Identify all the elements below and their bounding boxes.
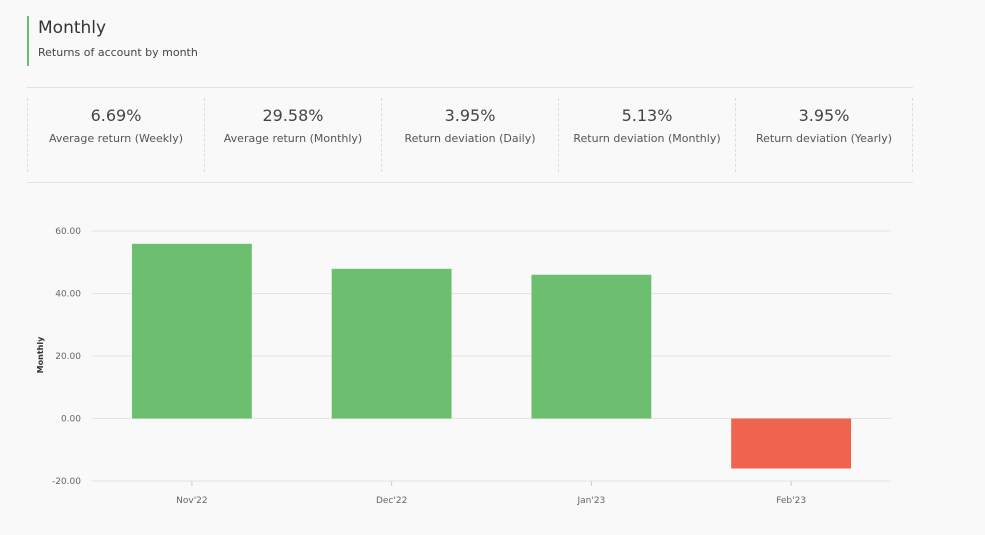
stat-avg-weekly: 6.69% Average return (Weekly) [27, 98, 204, 172]
page-subtitle: Returns of account by month [38, 46, 198, 59]
stat-label: Average return (Monthly) [223, 132, 363, 145]
stat-value: 29.58% [262, 106, 324, 125]
stat-value: 6.69% [90, 106, 142, 125]
x-tick-label: Feb'23 [776, 496, 806, 506]
y-tick-label: -20.00 [52, 477, 81, 487]
x-tick-label: Nov'22 [176, 496, 208, 506]
y-tick-label: 40.00 [55, 290, 81, 300]
y-tick-label: 60.00 [55, 227, 81, 237]
bar-nov-22 [131, 243, 252, 419]
stats-row: 6.69% Average return (Weekly) 29.58% Avera… [27, 87, 913, 183]
y-axis-label: Monthly [36, 336, 45, 373]
bar-feb-23 [731, 418, 852, 469]
stat-value: 3.95% [798, 106, 850, 125]
stat-avg-monthly: 29.58% Average return (Monthly) [204, 98, 381, 172]
stat-label: Return deviation (Yearly) [755, 132, 893, 145]
stat-dev-daily: 3.95% Return deviation (Daily) [381, 98, 558, 172]
bar-dec-22 [331, 268, 452, 419]
stat-label: Return deviation (Daily) [404, 132, 536, 145]
stat-dev-monthly: 5.13% Return deviation (Monthly) [558, 98, 735, 172]
x-tick-label: Dec'22 [376, 496, 407, 506]
stat-value: 5.13% [621, 106, 673, 125]
stat-dev-yearly: 3.95% Return deviation (Yearly) [735, 98, 913, 172]
stat-label: Average return (Weekly) [48, 132, 184, 145]
bar-jan-23 [531, 274, 652, 419]
x-tick-label: Jan'23 [576, 496, 605, 506]
y-tick-label: 0.00 [61, 415, 81, 425]
y-tick-label: 20.00 [55, 352, 81, 362]
page-title: Monthly [38, 18, 107, 38]
stat-label: Return deviation (Monthly) [573, 132, 721, 145]
stat-value: 3.95% [444, 106, 496, 125]
section-header: Monthly Returns of account by month [27, 16, 198, 66]
